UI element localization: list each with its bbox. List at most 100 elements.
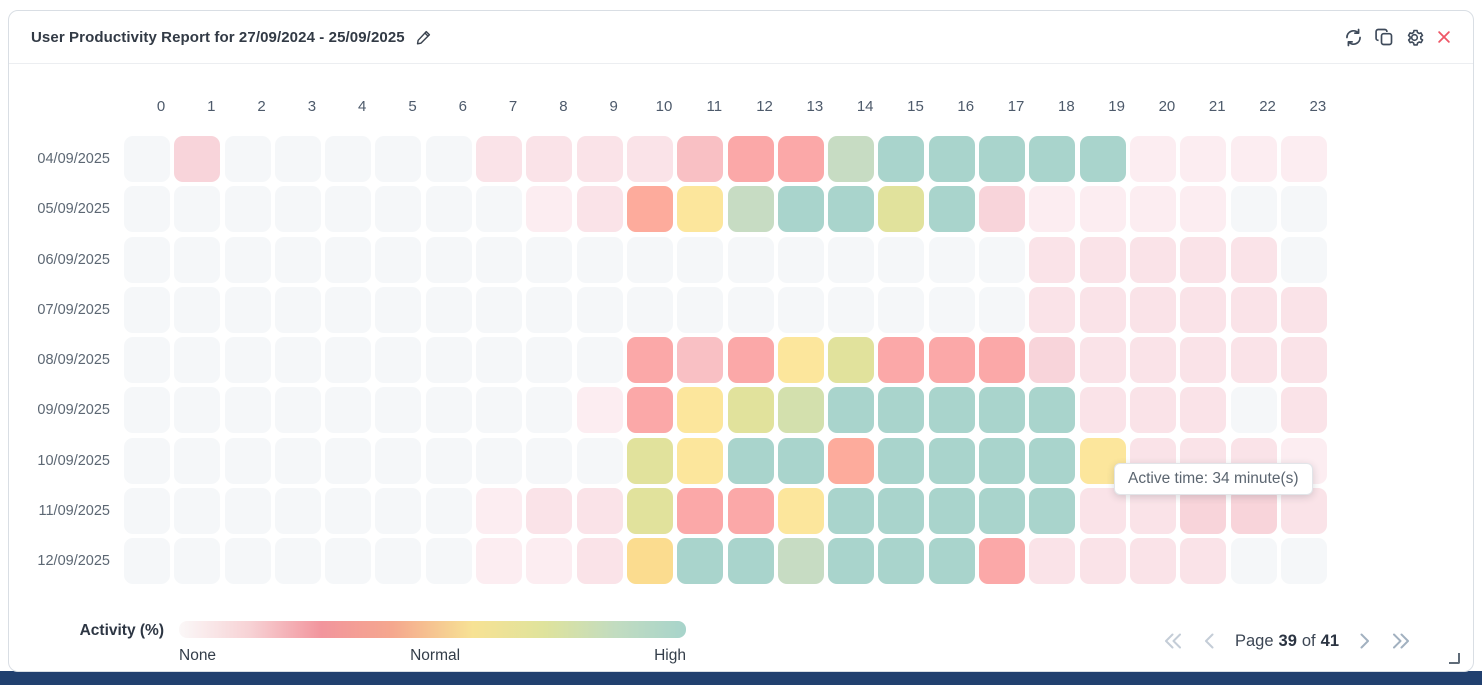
heatmap-cell[interactable] <box>425 488 472 535</box>
heatmap-cell[interactable] <box>274 186 321 233</box>
heatmap-cell[interactable] <box>1079 236 1126 283</box>
heatmap-cell[interactable] <box>124 236 170 283</box>
heatmap-cell[interactable] <box>1180 337 1227 384</box>
heatmap-cell[interactable] <box>375 437 422 484</box>
settings-icon[interactable] <box>1404 27 1425 48</box>
heatmap-cell[interactable] <box>878 286 925 333</box>
heatmap-cell[interactable] <box>677 136 724 182</box>
heatmap-cell[interactable] <box>425 136 472 182</box>
heatmap-cell[interactable] <box>979 286 1026 333</box>
heatmap-cell[interactable] <box>1180 186 1227 233</box>
heatmap-cell[interactable] <box>1079 538 1126 585</box>
heatmap-cell[interactable] <box>1230 236 1277 283</box>
heatmap-cell[interactable] <box>1029 286 1076 333</box>
heatmap-cell[interactable] <box>777 488 824 535</box>
heatmap-cell[interactable] <box>828 236 875 283</box>
heatmap-cell[interactable] <box>626 286 673 333</box>
heatmap-cell[interactable] <box>224 437 271 484</box>
heatmap-cell[interactable] <box>979 136 1026 182</box>
heatmap-cell[interactable] <box>375 488 422 535</box>
heatmap-cell[interactable] <box>626 538 673 585</box>
heatmap-cell[interactable] <box>626 186 673 233</box>
heatmap-cell[interactable] <box>1180 236 1227 283</box>
heatmap-cell[interactable] <box>325 186 372 233</box>
heatmap-cell[interactable] <box>224 286 271 333</box>
heatmap-cell[interactable] <box>124 437 170 484</box>
heatmap-cell[interactable] <box>727 337 774 384</box>
heatmap-cell[interactable] <box>727 186 774 233</box>
heatmap-cell[interactable] <box>274 488 321 535</box>
heatmap-cell[interactable] <box>576 437 623 484</box>
heatmap-cell[interactable] <box>274 437 321 484</box>
heatmap-cell[interactable] <box>828 538 875 585</box>
heatmap-cell[interactable] <box>1029 337 1076 384</box>
heatmap-cell[interactable] <box>526 488 573 535</box>
heatmap-cell[interactable] <box>727 136 774 182</box>
heatmap-cell[interactable] <box>1280 387 1327 434</box>
heatmap-cell[interactable] <box>174 136 221 182</box>
heatmap-cell[interactable] <box>1079 387 1126 434</box>
heatmap-cell[interactable] <box>124 538 170 585</box>
heatmap-cell[interactable] <box>727 538 774 585</box>
heatmap-cell[interactable] <box>576 387 623 434</box>
heatmap-cell[interactable] <box>626 236 673 283</box>
heatmap-cell[interactable] <box>375 538 422 585</box>
heatmap-cell[interactable] <box>224 538 271 585</box>
heatmap-cell[interactable] <box>576 488 623 535</box>
heatmap-cell[interactable] <box>274 538 321 585</box>
heatmap-cell[interactable] <box>677 337 724 384</box>
heatmap-cell[interactable] <box>174 286 221 333</box>
heatmap-cell[interactable] <box>1129 136 1176 182</box>
heatmap-cell[interactable] <box>1029 538 1076 585</box>
heatmap-cell[interactable] <box>375 186 422 233</box>
heatmap-cell[interactable] <box>828 337 875 384</box>
heatmap-cell[interactable] <box>224 186 271 233</box>
last-page-button[interactable] <box>1389 629 1413 653</box>
heatmap-cell[interactable] <box>476 387 523 434</box>
heatmap-cell[interactable] <box>979 236 1026 283</box>
heatmap-cell[interactable] <box>274 136 321 182</box>
heatmap-cell[interactable] <box>576 538 623 585</box>
heatmap-cell[interactable] <box>526 286 573 333</box>
heatmap-cell[interactable] <box>878 437 925 484</box>
heatmap-cell[interactable] <box>928 387 975 434</box>
heatmap-cell[interactable] <box>777 236 824 283</box>
heatmap-cell[interactable] <box>1029 387 1076 434</box>
heatmap-cell[interactable] <box>828 186 875 233</box>
heatmap-cell[interactable] <box>928 236 975 283</box>
heatmap-cell[interactable] <box>727 387 774 434</box>
heatmap-cell[interactable] <box>1129 538 1176 585</box>
heatmap-cell[interactable] <box>1230 538 1277 585</box>
heatmap-cell[interactable] <box>1280 337 1327 384</box>
heatmap-cell[interactable] <box>1230 337 1277 384</box>
heatmap-cell[interactable] <box>124 387 170 434</box>
heatmap-cell[interactable] <box>979 186 1026 233</box>
copy-icon[interactable] <box>1374 27 1394 47</box>
heatmap-cell[interactable] <box>1129 286 1176 333</box>
heatmap-cell[interactable] <box>1280 286 1327 333</box>
heatmap-cell[interactable] <box>174 437 221 484</box>
heatmap-cell[interactable] <box>425 286 472 333</box>
heatmap-cell[interactable] <box>124 286 170 333</box>
heatmap-cell[interactable] <box>576 136 623 182</box>
heatmap-cell[interactable] <box>174 387 221 434</box>
heatmap-cell[interactable] <box>425 186 472 233</box>
heatmap-cell[interactable] <box>375 286 422 333</box>
heatmap-cell[interactable] <box>828 136 875 182</box>
heatmap-cell[interactable] <box>425 387 472 434</box>
heatmap-cell[interactable] <box>1129 387 1176 434</box>
heatmap-cell[interactable] <box>626 437 673 484</box>
heatmap-cell[interactable] <box>1280 186 1327 233</box>
heatmap-cell[interactable] <box>928 437 975 484</box>
heatmap-cell[interactable] <box>1129 236 1176 283</box>
heatmap-cell[interactable] <box>124 186 170 233</box>
heatmap-cell[interactable] <box>1129 488 1176 535</box>
heatmap-cell[interactable] <box>626 136 673 182</box>
heatmap-cell[interactable] <box>727 236 774 283</box>
heatmap-cell[interactable] <box>878 387 925 434</box>
heatmap-cell[interactable] <box>1029 236 1076 283</box>
heatmap-cell[interactable] <box>325 488 372 535</box>
heatmap-cell[interactable] <box>677 538 724 585</box>
heatmap-cell[interactable] <box>928 136 975 182</box>
heatmap-cell[interactable] <box>1079 488 1126 535</box>
